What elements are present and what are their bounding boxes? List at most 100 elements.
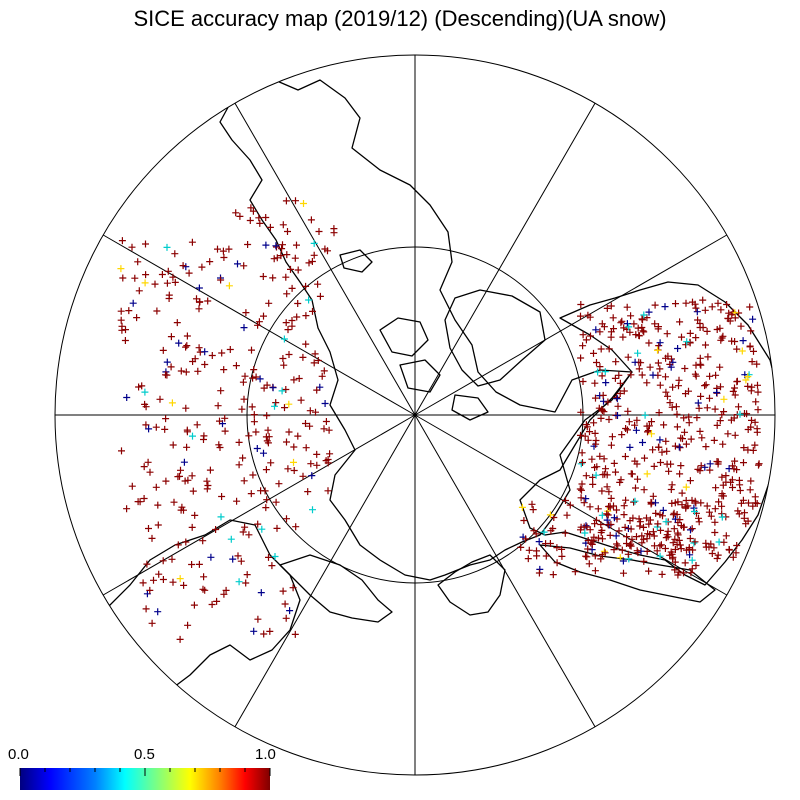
accuracy-marker <box>658 448 666 456</box>
accuracy-marker <box>638 539 646 547</box>
accuracy-marker <box>133 314 141 322</box>
accuracy-marker <box>697 462 705 470</box>
graticule <box>54 54 776 776</box>
accuracy-marker <box>289 584 297 592</box>
accuracy-marker <box>601 470 609 478</box>
accuracy-marker <box>687 435 695 443</box>
accuracy-marker <box>193 295 200 303</box>
accuracy-marker <box>635 332 643 339</box>
accuracy-marker <box>592 326 600 334</box>
accuracy-marker <box>713 555 721 562</box>
accuracy-marker <box>528 500 536 508</box>
accuracy-marker <box>315 228 323 235</box>
accuracy-marker <box>169 578 177 586</box>
accuracy-marker <box>695 518 703 526</box>
accuracy-marker <box>724 314 732 322</box>
accuracy-marker <box>613 393 620 401</box>
accuracy-marker <box>221 427 229 435</box>
accuracy-marker <box>706 466 714 474</box>
accuracy-marker <box>577 354 585 362</box>
accuracy-marker <box>169 273 177 281</box>
accuracy-marker <box>254 321 262 329</box>
accuracy-marker <box>728 476 736 484</box>
accuracy-marker <box>232 209 240 217</box>
accuracy-marker <box>261 487 269 495</box>
accuracy-marker <box>585 560 593 568</box>
accuracy-marker <box>165 291 173 299</box>
accuracy-marker <box>620 324 628 332</box>
accuracy-marker <box>174 473 182 481</box>
accuracy-marker <box>549 571 557 579</box>
accuracy-marker <box>260 449 267 457</box>
accuracy-marker <box>262 433 270 441</box>
accuracy-marker <box>693 414 701 422</box>
accuracy-marker <box>212 526 220 533</box>
accuracy-marker <box>241 372 249 380</box>
accuracy-marker <box>650 462 658 470</box>
accuracy-marker <box>747 477 755 485</box>
accuracy-marker <box>682 497 690 504</box>
accuracy-marker <box>619 557 627 565</box>
accuracy-marker <box>665 467 673 475</box>
accuracy-marker <box>309 506 316 514</box>
accuracy-marker <box>686 535 694 542</box>
accuracy-marker <box>655 443 662 451</box>
accuracy-marker <box>183 426 191 434</box>
accuracy-marker <box>288 317 296 324</box>
accuracy-marker <box>154 521 162 529</box>
accuracy-marker <box>686 551 694 559</box>
colorbar <box>19 768 271 790</box>
accuracy-marker <box>272 498 280 506</box>
accuracy-marker <box>683 338 691 346</box>
accuracy-marker <box>752 499 759 507</box>
meridian-line <box>414 414 596 728</box>
accuracy-marker <box>167 333 175 341</box>
accuracy-marker <box>704 353 712 361</box>
accuracy-marker <box>216 444 224 451</box>
accuracy-marker <box>322 457 330 465</box>
accuracy-marker <box>718 334 726 342</box>
accuracy-marker <box>688 525 696 533</box>
accuracy-marker <box>144 458 152 466</box>
accuracy-marker <box>271 553 279 560</box>
accuracy-marker <box>302 444 310 452</box>
accuracy-marker <box>743 410 751 418</box>
accuracy-marker <box>183 342 191 350</box>
accuracy-marker <box>620 387 628 395</box>
accuracy-marker <box>737 322 745 330</box>
accuracy-marker <box>142 271 150 279</box>
accuracy-marker <box>613 540 621 548</box>
accuracy-marker <box>208 352 216 359</box>
accuracy-marker <box>602 379 610 387</box>
accuracy-marker <box>313 450 321 458</box>
accuracy-marker <box>641 411 649 419</box>
accuracy-marker <box>652 499 659 507</box>
accuracy-marker <box>615 371 623 379</box>
accuracy-marker <box>626 443 634 451</box>
accuracy-marker <box>148 534 156 542</box>
accuracy-marker <box>675 536 683 544</box>
accuracy-marker <box>644 428 651 436</box>
colorbar-label-min: 0.0 <box>8 746 29 763</box>
accuracy-marker <box>663 330 671 338</box>
accuracy-marker <box>269 274 277 282</box>
accuracy-marker <box>716 417 724 425</box>
accuracy-marker <box>520 517 528 524</box>
accuracy-marker <box>656 365 664 373</box>
accuracy-marker <box>627 312 635 320</box>
accuracy-marker <box>625 418 633 426</box>
accuracy-marker <box>243 571 251 579</box>
accuracy-marker <box>225 282 233 290</box>
accuracy-marker <box>645 567 653 575</box>
accuracy-marker <box>279 221 287 229</box>
accuracy-marker <box>577 431 584 439</box>
accuracy-marker <box>599 535 606 543</box>
accuracy-marker <box>723 301 731 308</box>
accuracy-marker <box>646 516 654 524</box>
accuracy-marker <box>180 581 188 589</box>
accuracy-marker <box>238 405 246 413</box>
accuracy-marker <box>746 303 754 311</box>
accuracy-marker <box>720 395 728 403</box>
accuracy-marker <box>164 267 172 275</box>
accuracy-marker <box>188 561 196 568</box>
